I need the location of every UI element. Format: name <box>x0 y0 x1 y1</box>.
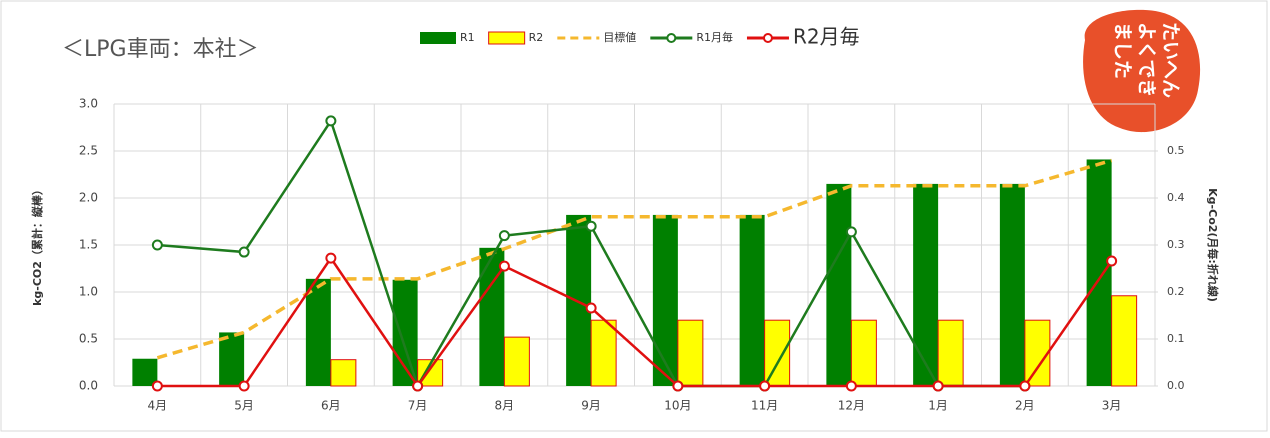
x-tick-label: 6月 <box>321 399 341 413</box>
bar <box>677 319 704 387</box>
marker <box>238 246 250 258</box>
y2-axis-label: Kg-Co2(月毎:折れ線) <box>1206 188 1220 302</box>
marker <box>672 380 684 392</box>
legend-label: 目標値 <box>603 30 636 44</box>
marker <box>151 380 163 392</box>
bar <box>590 319 617 387</box>
stamp-blob <box>1083 9 1201 133</box>
legend-item: R2 <box>488 31 544 45</box>
x-tick-label: 3月 <box>1102 399 1122 413</box>
y-axis-label: kg-CO2（累計：縦棒） <box>30 184 44 306</box>
x-tick-label: 9月 <box>581 399 601 413</box>
y-tick-label: 2.5 <box>79 144 98 158</box>
y-tick-label: 0.0 <box>79 379 98 393</box>
y2-tick-label: 0.1 <box>1167 332 1185 345</box>
marker <box>325 252 337 264</box>
marker <box>932 380 944 392</box>
bar <box>132 358 158 386</box>
chart-title: ＜LPG車両：本社＞ <box>62 37 259 62</box>
bar <box>652 214 678 386</box>
marker <box>759 380 771 392</box>
y2-tick-label: 0.0 <box>1167 379 1185 392</box>
marker <box>1106 255 1118 267</box>
legend-swatch <box>488 31 526 45</box>
y2-tick-label: 0.5 <box>1167 144 1185 157</box>
bar <box>850 319 877 387</box>
bar <box>566 214 592 386</box>
x-tick-label: 10月 <box>664 399 691 413</box>
bar <box>999 183 1025 386</box>
bar <box>330 359 357 387</box>
marker <box>845 380 857 392</box>
x-tick-label: 8月 <box>495 399 515 413</box>
y-tick-label: 0.5 <box>79 332 98 346</box>
legend-item: 目標値 <box>557 30 636 44</box>
legend-item: R2月毎 <box>746 25 860 49</box>
marker <box>498 260 510 272</box>
marker <box>498 230 510 242</box>
marker <box>238 380 250 392</box>
marker <box>412 380 424 392</box>
x-tick-label: 5月 <box>234 399 254 413</box>
legend-item: R1 <box>420 31 475 44</box>
y-tick-label: 3.0 <box>79 97 98 111</box>
grid <box>113 103 1156 387</box>
bar <box>826 183 852 386</box>
y-tick-label: 1.0 <box>79 285 98 299</box>
bar <box>392 279 418 386</box>
y2-tick-label: 0.4 <box>1167 191 1185 204</box>
legend-marker <box>762 33 773 43</box>
stamp-text: よくでき <box>1136 22 1158 97</box>
bar <box>1111 295 1138 387</box>
bar <box>739 214 765 386</box>
stamp-text: ました <box>1112 22 1134 79</box>
x-tick-label: 2月 <box>1015 399 1035 413</box>
x-tick-label: 4月 <box>148 399 168 413</box>
legend-label: R2 <box>529 31 544 44</box>
bar <box>1024 319 1051 387</box>
bar <box>764 319 791 387</box>
x-tick-label: 12月 <box>838 399 865 413</box>
legend-label: R2月毎 <box>793 25 860 49</box>
y-tick-label: 2.0 <box>79 191 98 205</box>
bar <box>219 332 245 386</box>
marker <box>325 115 337 127</box>
bar <box>1086 159 1112 386</box>
x-tick-label: 7月 <box>408 399 428 413</box>
marker <box>585 220 597 232</box>
bar <box>503 336 530 387</box>
x-tick-label: 11月 <box>751 399 778 413</box>
marker <box>845 226 857 238</box>
marker <box>585 302 597 314</box>
bar <box>913 183 939 386</box>
legend-label: R1月毎 <box>696 31 733 44</box>
bar <box>305 278 331 386</box>
bar <box>937 319 964 387</box>
marker <box>1019 380 1031 392</box>
marker <box>151 239 163 251</box>
x-tick-label: 1月 <box>928 399 948 413</box>
legend-item: R1月毎 <box>650 31 733 44</box>
stamp-text: たいへん <box>1160 22 1182 98</box>
y2-tick-label: 0.3 <box>1167 238 1185 251</box>
y2-tick-label: 0.2 <box>1167 285 1185 298</box>
legend-label: R1 <box>460 31 475 44</box>
line <box>157 255 1113 389</box>
legend-swatch <box>420 32 456 44</box>
y-tick-label: 1.5 <box>79 238 98 252</box>
legend-marker <box>666 33 677 43</box>
